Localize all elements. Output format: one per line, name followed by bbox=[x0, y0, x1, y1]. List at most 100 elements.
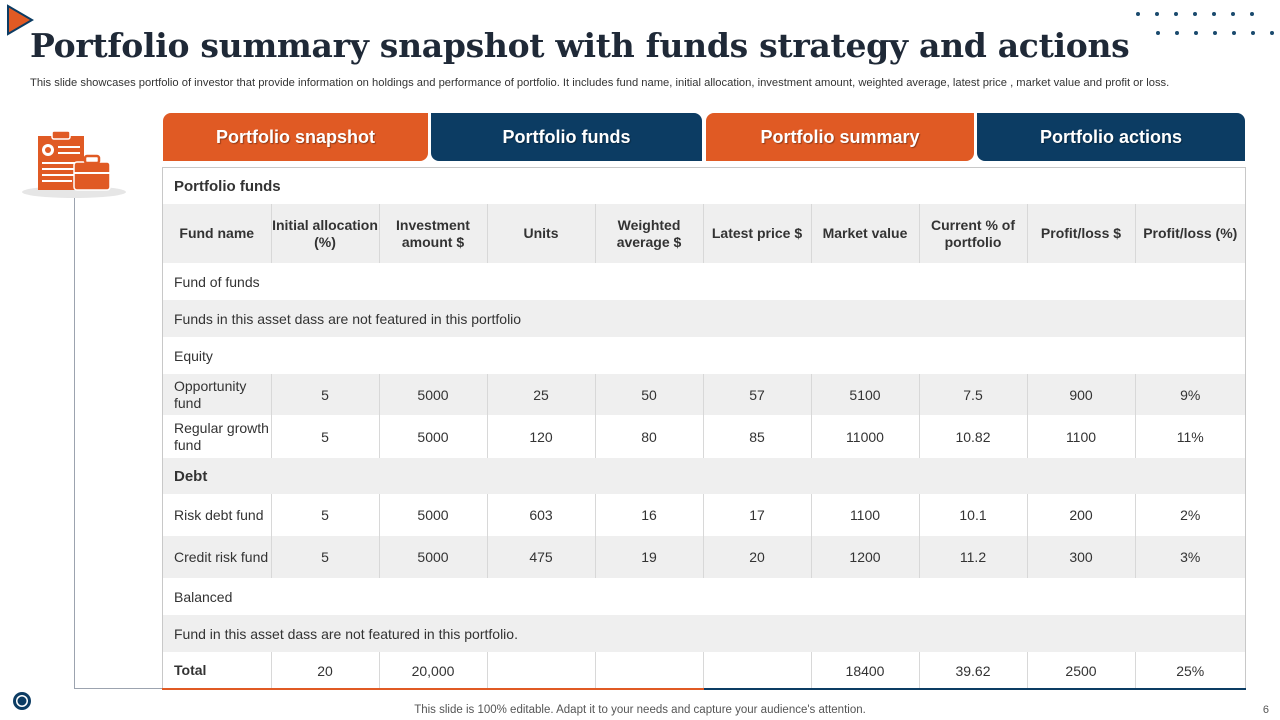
table-cell: 5 bbox=[271, 536, 380, 578]
column-header: Latest price $ bbox=[703, 204, 812, 263]
table-cell bbox=[703, 652, 812, 689]
section-label: Debt bbox=[163, 458, 1245, 494]
fund-name-cell: Opportunity fund bbox=[163, 374, 272, 415]
footer-note: This slide is 100% editable. Adapt it to… bbox=[414, 704, 866, 716]
table-cell: 1100 bbox=[1027, 415, 1136, 458]
tab-portfolio-snapshot[interactable]: Portfolio snapshot bbox=[163, 113, 428, 161]
section-row: Balanced bbox=[163, 578, 1245, 615]
fund-name-cell: Risk debt fund bbox=[163, 494, 272, 536]
portfolio-table-container: Portfolio funds Fund name Initial alloca… bbox=[162, 167, 1246, 689]
table-underline-blue bbox=[704, 688, 1246, 690]
column-header: Units bbox=[487, 204, 596, 263]
decorative-dot bbox=[1175, 31, 1179, 35]
section-row: Equity bbox=[163, 337, 1245, 374]
table-row: Regular growth fund 5 5000 120 80 85 110… bbox=[163, 415, 1245, 458]
section-label: Equity bbox=[163, 337, 1245, 374]
table-cell: 5000 bbox=[379, 494, 488, 536]
table-cell bbox=[595, 652, 704, 689]
table-cell: 10.1 bbox=[919, 494, 1028, 536]
table-cell: 85 bbox=[703, 415, 812, 458]
table-cell: 5100 bbox=[811, 374, 920, 415]
page-title: Portfolio summary snapshot with funds st… bbox=[30, 26, 1130, 65]
decorative-dot bbox=[1232, 31, 1236, 35]
table-cell: 1200 bbox=[811, 536, 920, 578]
table-cell: 11.2 bbox=[919, 536, 1028, 578]
column-header: Initial allocation (%) bbox=[271, 204, 380, 263]
table-cell: 7.5 bbox=[919, 374, 1028, 415]
table-cell: 5000 bbox=[379, 374, 488, 415]
tab-label: Portfolio actions bbox=[1039, 126, 1182, 147]
table-cell: 18400 bbox=[811, 652, 920, 689]
total-label: Total bbox=[163, 652, 272, 689]
section-note-row: Fund in this asset dass are not featured… bbox=[163, 615, 1245, 652]
table-cell bbox=[487, 652, 596, 689]
decorative-dot bbox=[1231, 12, 1235, 16]
section-note-row: Funds in this asset dass are not feature… bbox=[163, 300, 1245, 337]
column-header: Profit/loss (%) bbox=[1135, 204, 1245, 263]
table-row: Risk debt fund 5 5000 603 16 17 1100 10.… bbox=[163, 494, 1245, 536]
table-cell: 5 bbox=[271, 374, 380, 415]
table-cell: 80 bbox=[595, 415, 704, 458]
table-cell: 50 bbox=[595, 374, 704, 415]
column-header: Fund name bbox=[163, 204, 272, 263]
section-note: Funds in this asset dass are not feature… bbox=[163, 300, 1245, 337]
decorative-dot bbox=[1193, 12, 1197, 16]
table-row: Credit risk fund 5 5000 475 19 20 1200 1… bbox=[163, 536, 1245, 578]
tab-portfolio-funds[interactable]: Portfolio funds bbox=[431, 113, 702, 161]
column-header: Profit/loss $ bbox=[1027, 204, 1136, 263]
table-cell: 9% bbox=[1135, 374, 1245, 415]
section-note: Fund in this asset dass are not featured… bbox=[163, 615, 1245, 652]
clipboard-briefcase-icon bbox=[22, 130, 126, 198]
table-cell: 25% bbox=[1135, 652, 1245, 689]
table-cell: 900 bbox=[1027, 374, 1136, 415]
tab-portfolio-summary[interactable]: Portfolio summary bbox=[706, 113, 974, 161]
fund-name-cell: Credit risk fund bbox=[163, 536, 272, 578]
decorative-dot bbox=[1136, 12, 1140, 16]
decorative-dot bbox=[1156, 31, 1160, 35]
table-cell: 11% bbox=[1135, 415, 1245, 458]
tab-portfolio-actions[interactable]: Portfolio actions bbox=[977, 113, 1245, 161]
decorative-dot bbox=[1155, 12, 1159, 16]
section-label: Fund of funds bbox=[163, 263, 1245, 300]
tab-label: Portfolio summary bbox=[760, 126, 920, 147]
left-guide-line bbox=[74, 198, 75, 689]
table-cell: 5000 bbox=[379, 415, 488, 458]
table-caption-row: Portfolio funds bbox=[163, 168, 1245, 204]
decorative-dot bbox=[1270, 31, 1274, 35]
table-cell: 11000 bbox=[811, 415, 920, 458]
section-label: Balanced bbox=[163, 578, 1245, 615]
table-cell: 39.62 bbox=[919, 652, 1028, 689]
table-cell: 20,000 bbox=[379, 652, 488, 689]
column-header: Market value bbox=[811, 204, 920, 263]
section-row: Debt bbox=[163, 458, 1245, 494]
table-cell: 57 bbox=[703, 374, 812, 415]
table-cell: 120 bbox=[487, 415, 596, 458]
decorative-dot bbox=[1174, 12, 1178, 16]
table-cell: 16 bbox=[595, 494, 704, 536]
table-header-row: Fund name Initial allocation (%) Investm… bbox=[163, 204, 1245, 263]
page-number: 6 bbox=[1262, 704, 1269, 716]
column-header: Investment amount $ bbox=[379, 204, 488, 263]
table-cell: 1100 bbox=[811, 494, 920, 536]
table-cell: 300 bbox=[1027, 536, 1136, 578]
decorative-dot bbox=[1251, 31, 1255, 35]
decorative-dot bbox=[1194, 31, 1198, 35]
table-cell: 19 bbox=[595, 536, 704, 578]
tab-label: Portfolio funds bbox=[502, 126, 631, 147]
decorative-dot bbox=[1250, 12, 1254, 16]
table-cell: 20 bbox=[703, 536, 812, 578]
column-header: Current % of portfolio bbox=[919, 204, 1028, 263]
table-cell: 5 bbox=[271, 415, 380, 458]
circle-logo-icon bbox=[13, 692, 31, 710]
table-row: Opportunity fund 5 5000 25 50 57 5100 7.… bbox=[163, 374, 1245, 415]
page-subtitle: This slide showcases portfolio of invest… bbox=[30, 77, 1170, 89]
decorative-dot bbox=[1212, 12, 1216, 16]
table-cell: 2500 bbox=[1027, 652, 1136, 689]
tab-label: Portfolio snapshot bbox=[216, 126, 375, 147]
column-header: Weighted average $ bbox=[595, 204, 704, 263]
section-row: Fund of funds bbox=[163, 263, 1245, 300]
total-row: Total 20 20,000 18400 39.62 2500 25% bbox=[163, 652, 1245, 689]
table-cell: 2% bbox=[1135, 494, 1245, 536]
table-cell: 20 bbox=[271, 652, 380, 689]
table-caption: Portfolio funds bbox=[163, 168, 1245, 204]
